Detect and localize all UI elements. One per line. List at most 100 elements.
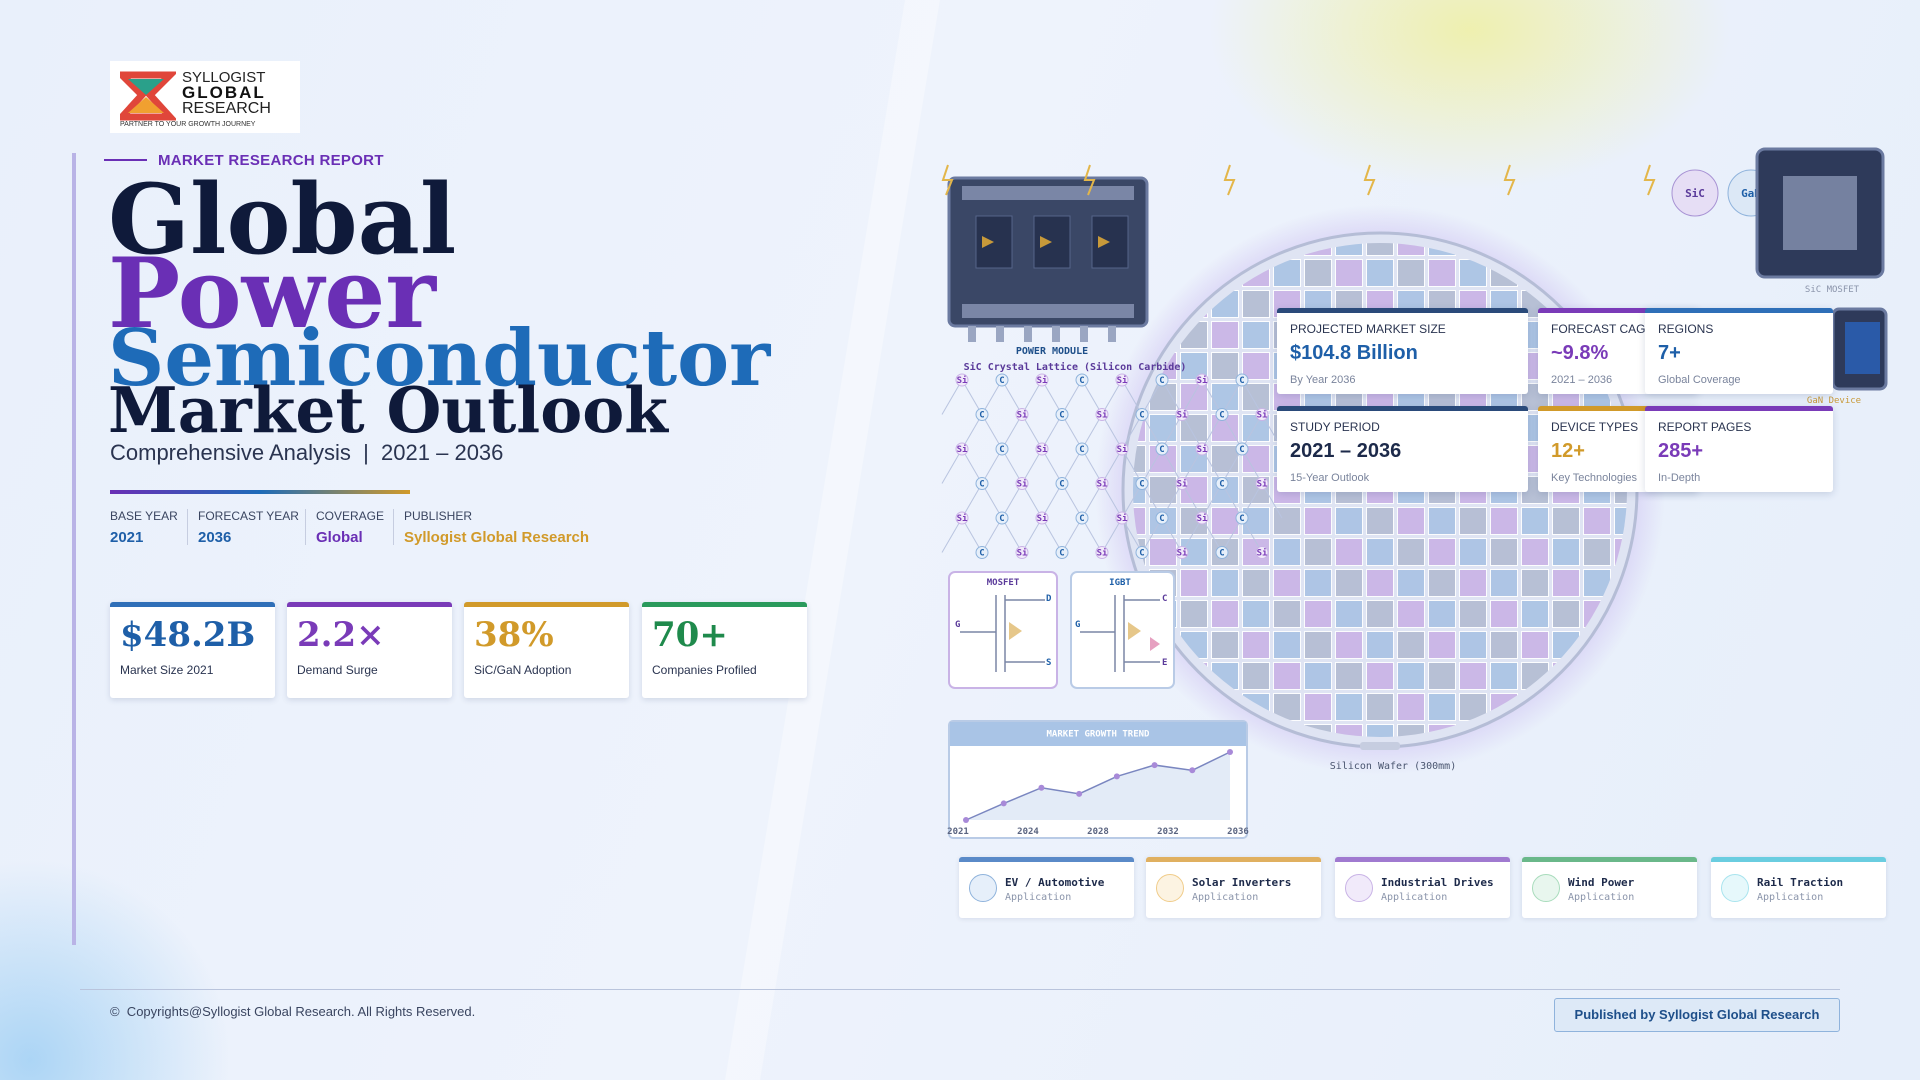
atom-label: C — [1239, 445, 1244, 455]
eyebrow-rule — [104, 159, 147, 161]
app-card: Rail Traction Application — [1711, 857, 1886, 918]
die — [1614, 693, 1627, 721]
atom — [1115, 442, 1129, 456]
divider — [393, 509, 394, 545]
die — [1459, 538, 1487, 566]
module-rail — [962, 304, 1134, 318]
atom — [1235, 511, 1249, 525]
die — [1304, 600, 1332, 628]
die — [1304, 662, 1332, 690]
app-icon — [1721, 874, 1749, 902]
bond — [1161, 517, 1183, 553]
die — [1304, 259, 1332, 287]
app-sub: Application — [1005, 892, 1072, 903]
bond — [1021, 483, 1043, 519]
stat-label: Market Size 2021 — [120, 663, 214, 677]
bond — [961, 448, 983, 484]
pin-label: G — [1075, 620, 1080, 630]
atom-label: Si — [1197, 375, 1208, 386]
die — [1180, 243, 1208, 256]
atom — [1215, 477, 1229, 490]
atom — [1035, 511, 1049, 525]
bond — [1041, 448, 1063, 484]
bond — [1001, 414, 1023, 450]
publisher-button[interactable]: Published by Syllogist Global Research — [1554, 998, 1840, 1032]
info-label: REGIONS — [1658, 322, 1714, 336]
atom-label: Si — [1197, 444, 1208, 455]
bond — [961, 379, 983, 415]
atom — [1055, 477, 1069, 490]
bolt — [1083, 164, 1096, 196]
atom — [975, 408, 989, 421]
divider — [187, 509, 188, 545]
info-note: Global Coverage — [1658, 374, 1741, 386]
bond — [1121, 448, 1143, 484]
power-module: POWER MODULE — [947, 176, 1149, 357]
module-rail — [962, 186, 1134, 200]
bond — [1161, 414, 1183, 450]
die — [1242, 600, 1270, 628]
bond — [961, 483, 983, 519]
die — [1552, 724, 1580, 737]
atom-label: Si — [1037, 513, 1048, 524]
app-card: Wind Power Application — [1522, 857, 1697, 918]
app-card: Solar Inverters Application — [1146, 857, 1321, 918]
bond — [1241, 448, 1263, 484]
die — [1366, 600, 1394, 628]
info-note: 15-Year Outlook — [1290, 472, 1370, 484]
logo: SYLLOGIST GLOBAL RESEARCH PARTNER TO YOU… — [110, 61, 300, 133]
logo-line: GLOBAL — [182, 83, 266, 102]
die — [1583, 507, 1611, 535]
atom — [1035, 442, 1049, 456]
trend-point — [1151, 762, 1158, 769]
stat-label: Demand Surge — [297, 663, 378, 677]
meta-label: BASE YEAR — [110, 509, 178, 523]
die — [1273, 600, 1301, 628]
pin-label: E — [1162, 658, 1167, 668]
atom — [1075, 442, 1089, 456]
die — [1552, 243, 1580, 256]
trend-point — [1076, 790, 1083, 797]
info-value: 7+ — [1658, 342, 1681, 364]
die — [1149, 538, 1177, 566]
atom-label: Si — [1037, 375, 1048, 386]
atom-label: Si — [1257, 548, 1268, 559]
info-label: STUDY PERIOD — [1290, 420, 1380, 434]
bolt — [1643, 164, 1656, 196]
logo-line: SYLLOGIST — [182, 69, 266, 86]
pin — [1052, 326, 1060, 342]
die — [1583, 724, 1611, 737]
pin — [968, 326, 976, 342]
light-band — [725, 0, 940, 1080]
die — [1614, 724, 1627, 737]
meta-value: 2036 — [198, 529, 232, 546]
accent-bar — [72, 153, 76, 945]
trend-point — [1113, 773, 1120, 780]
bond — [1041, 379, 1063, 415]
atom-label: C — [979, 480, 984, 490]
bond — [1121, 414, 1143, 450]
footer-rule — [80, 989, 1840, 990]
bond — [1221, 414, 1243, 450]
atom — [1155, 442, 1169, 456]
atom — [1235, 373, 1249, 387]
bond — [1201, 379, 1223, 415]
symbol-title: IGBT — [1109, 578, 1131, 588]
die — [1242, 352, 1270, 380]
atom-label: C — [1139, 411, 1144, 421]
bond — [1081, 483, 1103, 519]
bond — [1161, 483, 1183, 519]
pin-label: C — [1162, 594, 1167, 604]
bond — [981, 517, 1003, 553]
meta-label: PUBLISHER — [404, 509, 473, 523]
die — [1335, 693, 1363, 721]
atom-label: Si — [1197, 513, 1208, 524]
die — [1490, 662, 1518, 690]
meta-item: BASE YEAR 2021 — [110, 509, 178, 546]
die — [1211, 507, 1239, 535]
info-label: REPORT PAGES — [1658, 420, 1752, 434]
atom — [1215, 408, 1229, 421]
bond — [941, 517, 963, 553]
die — [1397, 724, 1425, 737]
atom — [1135, 546, 1149, 559]
